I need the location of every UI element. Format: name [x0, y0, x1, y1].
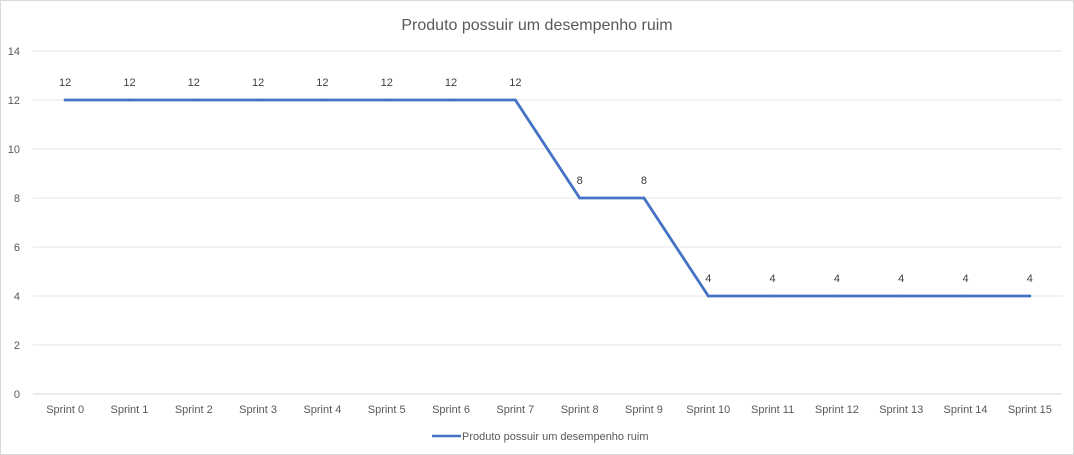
x-tick-label: Sprint 4: [303, 404, 341, 416]
data-label: 4: [705, 273, 711, 285]
data-label: 12: [123, 77, 135, 89]
y-tick-label: 6: [14, 242, 20, 254]
gridlines: [33, 50, 1062, 395]
y-tick-label: 4: [14, 291, 20, 303]
x-tick-label: Sprint 13: [879, 404, 923, 416]
x-tick-label: Sprint 7: [496, 404, 534, 416]
x-tick-label: Sprint 12: [815, 404, 859, 416]
data-point: [578, 196, 582, 200]
data-label: 12: [316, 77, 328, 89]
y-tick-label: 2: [14, 340, 20, 352]
data-label: 4: [962, 273, 968, 285]
data-point: [128, 98, 131, 102]
y-tick-label: 0: [14, 389, 20, 401]
data-point: [771, 294, 774, 298]
x-tick-label: Sprint 0: [46, 404, 84, 416]
y-tick-label: 14: [8, 46, 20, 58]
y-tick-label: 10: [8, 144, 20, 156]
x-tick-label: Sprint 9: [625, 404, 663, 416]
series-line: [63, 98, 1032, 298]
y-tick-label: 12: [8, 95, 20, 107]
data-label: 12: [188, 77, 200, 89]
data-point: [385, 98, 389, 102]
data-point: [899, 294, 903, 298]
data-point: [449, 98, 453, 102]
data-label: 12: [509, 77, 521, 89]
x-tick-label: Sprint 10: [686, 404, 730, 416]
x-tick-label: Sprint 3: [239, 404, 277, 416]
data-label: 4: [834, 273, 840, 285]
x-tick-label: Sprint 15: [1008, 404, 1052, 416]
x-tick-label: Sprint 1: [111, 404, 149, 416]
data-point: [1028, 294, 1032, 298]
y-axis-ticks: 0 2 4 6 8 10 12 14: [8, 46, 20, 401]
data-label: 8: [641, 175, 647, 187]
data-point: [642, 196, 646, 200]
x-tick-label: Sprint 6: [432, 404, 470, 416]
data-point: [964, 294, 967, 298]
data-point: [321, 98, 324, 102]
chart-title: Produto possuir um desempenho ruim: [401, 17, 672, 34]
data-label: 8: [577, 175, 583, 187]
data-label: 12: [381, 77, 393, 89]
legend-label: Produto possuir um desempenho ruim: [462, 431, 648, 443]
data-point: [63, 98, 67, 102]
x-tick-label: Sprint 2: [175, 404, 213, 416]
data-label: 4: [898, 273, 904, 285]
data-label: 4: [1027, 273, 1033, 285]
x-tick-label: Sprint 5: [368, 404, 406, 416]
data-point: [192, 98, 196, 102]
data-point: [706, 294, 710, 298]
data-labels: 12 12 12 12 12 12 12 12 8 8 4 4 4 4 4 4: [59, 77, 1033, 285]
data-label: 12: [59, 77, 71, 89]
data-label: 4: [770, 273, 776, 285]
data-label: 12: [445, 77, 457, 89]
data-point: [256, 98, 260, 102]
legend: Produto possuir um desempenho ruim: [432, 431, 648, 443]
data-point: [513, 98, 517, 102]
data-point: [835, 294, 839, 298]
x-tick-label: Sprint 11: [751, 404, 794, 416]
y-tick-label: 8: [14, 193, 20, 205]
data-label: 12: [252, 77, 264, 89]
x-axis-ticks: Sprint 0 Sprint 1 Sprint 2 Sprint 3 Sprint 4…: [46, 404, 1052, 416]
series-layer: [63, 98, 1032, 298]
x-tick-label: Sprint 14: [944, 404, 988, 416]
x-tick-label: Sprint 8: [561, 404, 599, 416]
